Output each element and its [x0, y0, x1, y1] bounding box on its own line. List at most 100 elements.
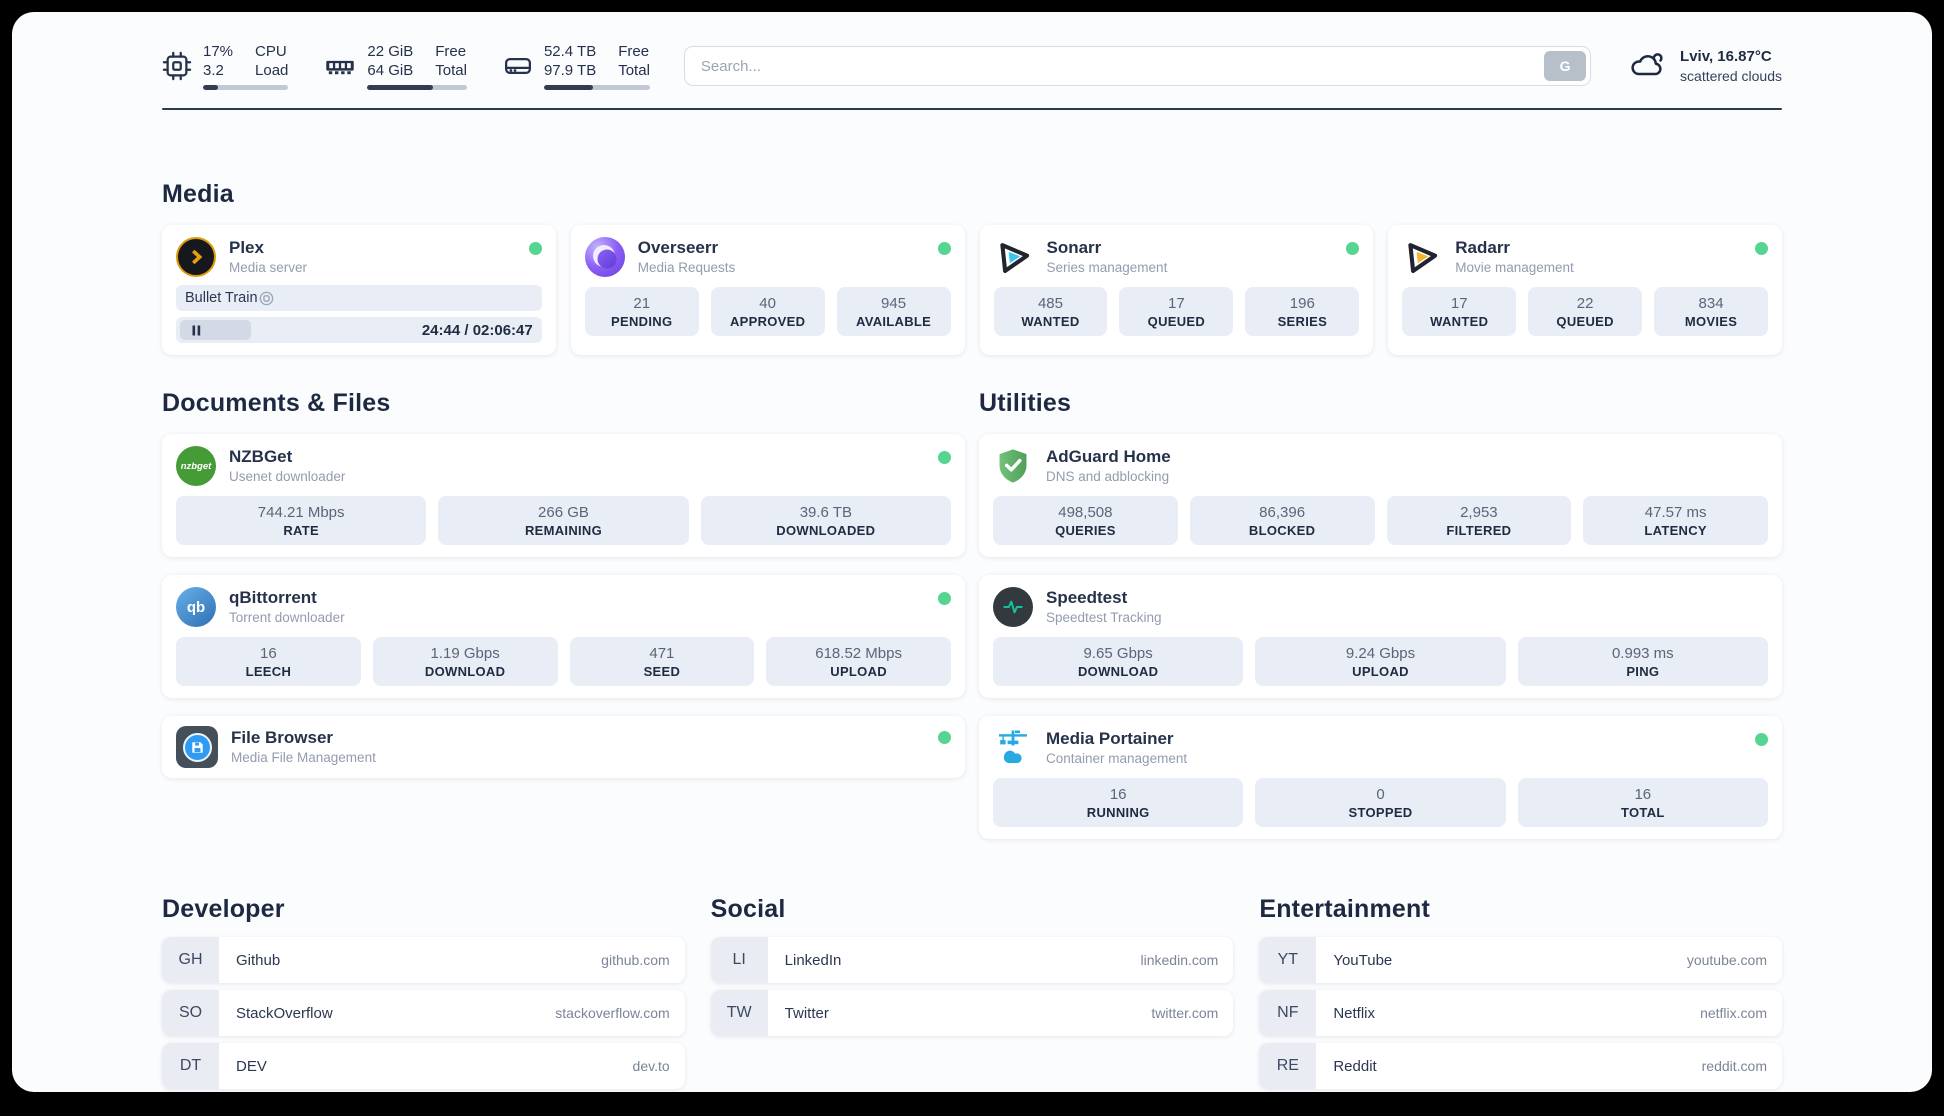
bookmark-name: YouTube: [1333, 951, 1393, 969]
status-dot: [937, 242, 951, 255]
bookmark-netflix[interactable]: NF Netflix netflix.com: [1259, 990, 1782, 1036]
service-card-sonarr: Sonarr Series management 485 WANTED 17 Q…: [979, 225, 1374, 355]
service-card-plex: Plex Media server Bullet Train: [162, 225, 556, 355]
service-subtitle: Torrent downloader: [229, 610, 345, 625]
service-link-sonarr[interactable]: Sonarr Series management: [994, 237, 1360, 277]
bookmark-url: linkedin.com: [1140, 952, 1219, 968]
cpu-usage-value: 17%: [203, 43, 234, 60]
service-link-speedtest[interactable]: Speedtest Speedtest Tracking: [993, 587, 1768, 627]
sonarr-logo-icon: [992, 235, 1036, 279]
service-link-nzbget[interactable]: nzbget NZBGet Usenet downloader: [176, 446, 951, 486]
stat-queued: 22 QUEUED: [1528, 287, 1643, 336]
cpu-progress-fill: [203, 85, 218, 90]
bookmark-linkedin[interactable]: LI LinkedIn linkedin.com: [710, 937, 1234, 983]
now-playing-row: Bullet Train: [176, 285, 542, 311]
filebrowser-logo-icon: [176, 726, 218, 768]
stat-leech: 16 LEECH: [176, 637, 361, 686]
service-link-overseerr[interactable]: Overseerr Media Requests: [584, 237, 951, 277]
bookmark-stackoverflow[interactable]: SO StackOverflow stackoverflow.com: [162, 990, 685, 1036]
bookmark-abbr: GH: [162, 937, 219, 983]
service-link-qbittorrent[interactable]: qb qBittorrent Torrent downloader: [176, 587, 951, 627]
service-link-radarr[interactable]: Radarr Movie management: [1402, 237, 1768, 277]
service-card-speedtest: Speedtest Speedtest Tracking 9.65 Gbps D…: [979, 575, 1782, 698]
disk-widget: 52.4 TB 97.9 TB Free Total: [503, 42, 650, 90]
cpu-usage-label: CPU: [255, 43, 287, 60]
status-dot: [938, 731, 951, 744]
dashboard-page: 17% 3.2 CPU Load: [12, 12, 1932, 1092]
service-card-filebrowser: File Browser Media File Management: [162, 716, 965, 778]
bookmark-abbr: RE: [1259, 1043, 1317, 1089]
bookmarks: Developer GH Github github.com SO StackO…: [162, 895, 1782, 1092]
memory-free-value: 22 GiB: [367, 43, 414, 60]
weather-widget[interactable]: Lviv, 16.87°C scattered clouds: [1627, 47, 1782, 85]
status-dot: [1755, 242, 1768, 255]
search-input[interactable]: [683, 46, 1592, 86]
bookmark-twitter[interactable]: TW Twitter twitter.com: [710, 990, 1234, 1036]
service-link-portainer[interactable]: Media Portainer Container management: [993, 728, 1768, 768]
service-subtitle: Media File Management: [231, 750, 376, 765]
bookmark-youtube[interactable]: YT YouTube youtube.com: [1259, 937, 1782, 983]
service-subtitle: Container management: [1046, 751, 1188, 766]
qbittorrent-logo-icon: qb: [176, 587, 216, 627]
service-card-radarr: Radarr Movie management 17 WANTED 22 QUE…: [1388, 225, 1782, 355]
search-bar: G: [683, 46, 1592, 86]
service-subtitle: DNS and adblocking: [1046, 469, 1170, 484]
service-card-qbittorrent: qb qBittorrent Torrent downloader 16 LEE…: [162, 575, 965, 698]
service-name: NZBGet: [229, 447, 293, 466]
section-title-social: Social: [710, 895, 786, 923]
playback-time: 24:44 / 02:06:47: [421, 321, 533, 339]
bookmark-dev[interactable]: DT DEV dev.to: [162, 1043, 685, 1089]
section-title-media: Media: [162, 180, 234, 208]
stat-latency: 47.57 ms LATENCY: [1583, 496, 1768, 545]
bookmark-reddit[interactable]: RE Reddit reddit.com: [1259, 1043, 1782, 1089]
service-name: AdGuard Home: [1046, 447, 1171, 466]
bookmark-url: youtube.com: [1686, 952, 1767, 968]
bookmark-github[interactable]: GH Github github.com: [162, 937, 685, 983]
memory-total-value: 64 GiB: [367, 62, 414, 79]
bookmark-url: stackoverflow.com: [555, 1005, 670, 1021]
memory-progress-track: [367, 85, 467, 90]
cpu-load-value: 3.2: [203, 62, 224, 79]
stat-blocked: 86,396 BLOCKED: [1189, 496, 1375, 545]
bookmark-abbr: YT: [1259, 937, 1317, 983]
search-provider-button[interactable]: G: [1544, 51, 1587, 81]
bookmark-name: Github: [236, 951, 281, 969]
status-dot: [1755, 733, 1768, 746]
bookmark-name: Netflix: [1333, 1004, 1376, 1022]
stat-downloaded: 39.6 TB DOWNLOADED: [700, 496, 951, 545]
stat-download: 1.19 Gbps DOWNLOAD: [372, 637, 558, 686]
service-name: Sonarr: [1046, 238, 1102, 257]
status-dot: [938, 592, 951, 605]
service-subtitle: Speedtest Tracking: [1046, 610, 1162, 625]
stat-upload: 618.52 Mbps UPLOAD: [766, 637, 951, 686]
service-card-adguard: AdGuard Home DNS and adblocking 498,508 …: [979, 434, 1782, 557]
overseerr-logo-icon: [584, 237, 625, 277]
stat-approved: 40 APPROVED: [710, 287, 825, 336]
service-link-adguard[interactable]: AdGuard Home DNS and adblocking: [993, 446, 1768, 486]
stat-upload: 9.24 Gbps UPLOAD: [1255, 637, 1506, 686]
playback-bar: 24:44 / 02:06:47: [176, 317, 542, 343]
service-link-filebrowser[interactable]: File Browser Media File Management: [176, 726, 951, 768]
video-session-icon: [258, 290, 275, 307]
cpu-progress-track: [203, 85, 289, 90]
memory-widget: 22 GiB 64 GiB Free Total: [324, 42, 467, 90]
adguard-logo-icon: [993, 446, 1033, 486]
section-title-developer: Developer: [162, 895, 285, 923]
bookmark-name: LinkedIn: [784, 951, 842, 969]
service-name: Media Portainer: [1046, 729, 1174, 748]
cpu-load-label: Load: [255, 62, 289, 79]
service-link-plex[interactable]: Plex Media server: [176, 237, 542, 277]
bookmark-abbr: NF: [1259, 990, 1317, 1036]
radarr-logo-icon: [1400, 235, 1444, 279]
service-card-portainer: Media Portainer Container management 16 …: [979, 716, 1782, 839]
cpu-widget: 17% 3.2 CPU Load: [162, 42, 289, 90]
bookmark-group-entertainment: Entertainment YT YouTube youtube.com NF …: [1259, 895, 1782, 1092]
stat-remaining: 266 GB REMAINING: [438, 496, 689, 545]
stat-seed: 471 SEED: [569, 637, 755, 686]
bookmark-name: StackOverflow: [236, 1004, 333, 1022]
bookmark-name: Reddit: [1333, 1057, 1377, 1075]
disk-total-value: 97.9 TB: [543, 62, 597, 79]
header-divider: [162, 108, 1782, 110]
service-name: Speedtest: [1046, 588, 1128, 607]
portainer-logo-icon: [993, 728, 1033, 768]
